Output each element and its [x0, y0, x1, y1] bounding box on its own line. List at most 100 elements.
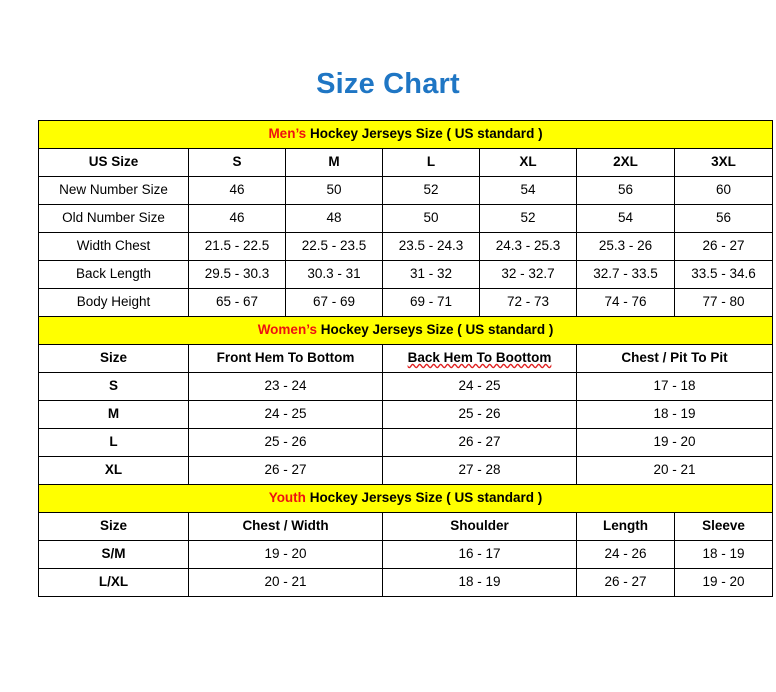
column-header: Front Hem To Bottom [188, 344, 383, 373]
page-title: Size Chart [316, 68, 460, 100]
table-cell: 18 - 19 [576, 400, 773, 429]
row-label: M [38, 400, 189, 429]
column-header: 3XL [674, 148, 773, 177]
table-cell: 46 [188, 204, 286, 233]
row-label: New Number Size [38, 176, 189, 205]
table-cell: 23.5 - 24.3 [382, 232, 480, 261]
column-header: Chest / Pit To Pit [576, 344, 773, 373]
table-cell: 69 - 71 [382, 288, 480, 317]
table-cell: 33.5 - 34.6 [674, 260, 773, 289]
section-banner-rest: Hockey Jerseys Size ( US standard ) [305, 490, 543, 506]
section-banner-row-womens: Women’s Hockey Jerseys Size ( US standar… [38, 316, 773, 345]
table-cell: 77 - 80 [674, 288, 773, 317]
column-header: Size [38, 344, 189, 373]
table-cell: 65 - 67 [188, 288, 286, 317]
table-cell: 19 - 20 [576, 428, 773, 457]
column-header-row-womens: Size Front Hem To Bottom Back Hem To Boott… [38, 344, 773, 373]
table-row: L 25 - 26 26 - 27 19 - 20 [38, 428, 773, 457]
table-row: XL 26 - 27 27 - 28 20 - 21 [38, 456, 773, 485]
table-cell: 56 [576, 176, 675, 205]
row-label: L [38, 428, 189, 457]
table-cell: 74 - 76 [576, 288, 675, 317]
table-cell: 29.5 - 30.3 [188, 260, 286, 289]
table-cell: 48 [285, 204, 383, 233]
section-banner-accent: Youth [268, 490, 306, 506]
table-cell: 20 - 21 [576, 456, 773, 485]
column-header: Chest / Width [188, 512, 383, 541]
table-cell: 21.5 - 22.5 [188, 232, 286, 261]
column-header: L [382, 148, 480, 177]
column-header-row-mens: US Size S M L XL 2XL 3XL [38, 148, 773, 177]
table-cell: 50 [382, 204, 480, 233]
row-label: XL [38, 456, 189, 485]
row-label: Width Chest [38, 232, 189, 261]
column-header: US Size [38, 148, 189, 177]
column-header: Back Hem To Boottom [382, 344, 577, 373]
section-banner-accent: Men’s [268, 126, 307, 142]
table-row: M 24 - 25 25 - 26 18 - 19 [38, 400, 773, 429]
column-header: Length [576, 512, 675, 541]
table-cell: 52 [382, 176, 480, 205]
table-cell: 67 - 69 [285, 288, 383, 317]
section-banner-mens: Men’s Hockey Jerseys Size ( US standard … [38, 120, 773, 149]
column-header: Sleeve [674, 512, 773, 541]
table-cell: 24.3 - 25.3 [479, 232, 577, 261]
column-header-row-youth: Size Chest / Width Shoulder Length Sleeve [38, 512, 773, 541]
table-cell: 16 - 17 [382, 540, 577, 569]
table-cell: 32.7 - 33.5 [576, 260, 675, 289]
column-header: Shoulder [382, 512, 577, 541]
row-label: Back Length [38, 260, 189, 289]
section-banner-rest: Hockey Jerseys Size ( US standard ) [316, 322, 554, 338]
table-cell: 46 [188, 176, 286, 205]
table-cell: 17 - 18 [576, 372, 773, 401]
table-cell: 20 - 21 [188, 568, 383, 597]
table-cell: 26 - 27 [188, 456, 383, 485]
table-row: Back Length 29.5 - 30.3 30.3 - 31 31 - 32 32… [38, 260, 773, 289]
size-chart-container: Men’s Hockey Jerseys Size ( US standard … [38, 120, 773, 597]
table-cell: 19 - 20 [674, 568, 773, 597]
table-cell: 27 - 28 [382, 456, 577, 485]
table-cell: 24 - 25 [188, 400, 383, 429]
table-cell: 60 [674, 176, 773, 205]
table-cell: 54 [576, 204, 675, 233]
section-banner-accent: Women’s [257, 322, 317, 338]
table-cell: 26 - 27 [382, 428, 577, 457]
row-label: S/M [38, 540, 189, 569]
column-header: M [285, 148, 383, 177]
column-header: Size [38, 512, 189, 541]
row-label: S [38, 372, 189, 401]
section-banner-youth: Youth Hockey Jerseys Size ( US standard … [38, 484, 773, 513]
table-cell: 22.5 - 23.5 [285, 232, 383, 261]
table-cell: 26 - 27 [674, 232, 773, 261]
column-header: 2XL [576, 148, 675, 177]
table-cell: 23 - 24 [188, 372, 383, 401]
table-cell: 31 - 32 [382, 260, 480, 289]
table-cell: 50 [285, 176, 383, 205]
table-cell: 72 - 73 [479, 288, 577, 317]
table-cell: 19 - 20 [188, 540, 383, 569]
table-cell: 52 [479, 204, 577, 233]
table-cell: 24 - 25 [382, 372, 577, 401]
table-cell: 54 [479, 176, 577, 205]
column-header: S [188, 148, 286, 177]
table-cell: 25.3 - 26 [576, 232, 675, 261]
table-cell: 18 - 19 [382, 568, 577, 597]
table-cell: 18 - 19 [674, 540, 773, 569]
misspelled-column-header: Back Hem To Boottom [407, 350, 552, 366]
section-banner-womens: Women’s Hockey Jerseys Size ( US standar… [38, 316, 773, 345]
table-row: L/XL 20 - 21 18 - 19 26 - 27 19 - 20 [38, 568, 773, 597]
table-row: Old Number Size 46 48 50 52 54 56 [38, 204, 773, 233]
size-chart-table: Men’s Hockey Jerseys Size ( US standard … [38, 120, 773, 597]
table-row: S/M 19 - 20 16 - 17 24 - 26 18 - 19 [38, 540, 773, 569]
column-header: XL [479, 148, 577, 177]
table-cell: 25 - 26 [382, 400, 577, 429]
table-cell: 32 - 32.7 [479, 260, 577, 289]
table-cell: 25 - 26 [188, 428, 383, 457]
section-banner-row-youth: Youth Hockey Jerseys Size ( US standard … [38, 484, 773, 513]
table-cell: 26 - 27 [576, 568, 675, 597]
table-row: Width Chest 21.5 - 22.5 22.5 - 23.5 23.5 - … [38, 232, 773, 261]
table-cell: 30.3 - 31 [285, 260, 383, 289]
table-cell: 24 - 26 [576, 540, 675, 569]
row-label: Body Height [38, 288, 189, 317]
